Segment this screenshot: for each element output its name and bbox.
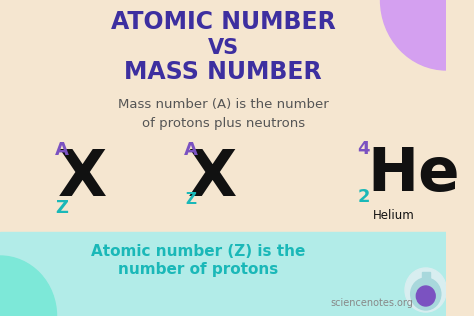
Text: ATOMIC NUMBER: ATOMIC NUMBER <box>111 10 336 34</box>
Bar <box>0 232 447 316</box>
Circle shape <box>0 256 56 316</box>
Text: sciencenotes.org: sciencenotes.org <box>331 298 413 308</box>
Text: X: X <box>187 147 237 209</box>
Bar <box>422 272 429 286</box>
Circle shape <box>410 278 441 310</box>
Text: Mass number (A) is the number
of protons plus neutrons: Mass number (A) is the number of protons… <box>118 98 328 130</box>
Text: VS: VS <box>208 38 239 58</box>
Text: Z: Z <box>56 199 69 217</box>
Text: X: X <box>58 147 108 209</box>
Text: 2: 2 <box>357 188 370 206</box>
Text: Z: Z <box>186 192 197 208</box>
Bar <box>420 272 431 288</box>
Text: A: A <box>184 141 198 159</box>
Text: number of protons: number of protons <box>118 262 278 277</box>
Text: He: He <box>367 145 460 204</box>
Circle shape <box>416 286 435 306</box>
Text: Helium: Helium <box>373 209 415 222</box>
Text: 4: 4 <box>357 140 370 158</box>
Text: Atomic number (Z) is the: Atomic number (Z) is the <box>91 244 305 259</box>
Text: A: A <box>55 141 69 159</box>
Text: MASS NUMBER: MASS NUMBER <box>125 60 322 84</box>
Circle shape <box>381 0 474 70</box>
Circle shape <box>405 268 447 312</box>
